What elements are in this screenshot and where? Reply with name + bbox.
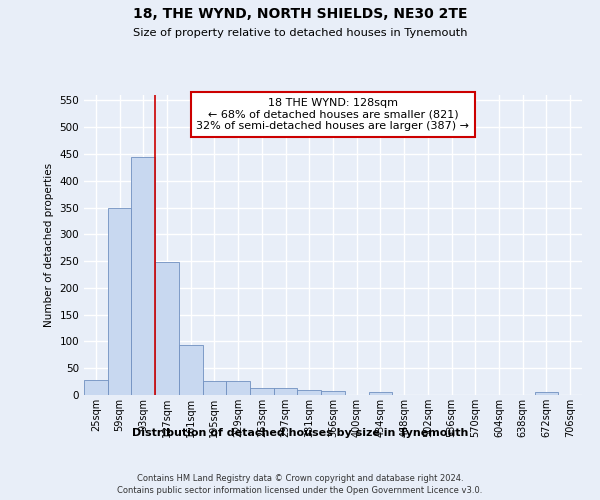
Bar	[321, 391, 345, 395]
Bar	[274, 388, 298, 395]
Text: Contains public sector information licensed under the Open Government Licence v3: Contains public sector information licen…	[118, 486, 482, 495]
Bar	[179, 345, 203, 395]
Bar	[108, 208, 131, 395]
Bar	[84, 380, 108, 395]
Bar	[226, 381, 250, 395]
Bar	[155, 262, 179, 395]
Bar	[250, 388, 274, 395]
Text: Distribution of detached houses by size in Tynemouth: Distribution of detached houses by size …	[132, 428, 468, 438]
Text: Size of property relative to detached houses in Tynemouth: Size of property relative to detached ho…	[133, 28, 467, 38]
Text: 18 THE WYND: 128sqm
← 68% of detached houses are smaller (821)
32% of semi-detac: 18 THE WYND: 128sqm ← 68% of detached ho…	[197, 98, 470, 131]
Text: 18, THE WYND, NORTH SHIELDS, NE30 2TE: 18, THE WYND, NORTH SHIELDS, NE30 2TE	[133, 8, 467, 22]
Bar	[298, 390, 321, 395]
Bar	[131, 156, 155, 395]
Bar	[203, 381, 226, 395]
Text: Contains HM Land Registry data © Crown copyright and database right 2024.: Contains HM Land Registry data © Crown c…	[137, 474, 463, 483]
Bar	[535, 392, 558, 395]
Y-axis label: Number of detached properties: Number of detached properties	[44, 163, 54, 327]
Bar	[368, 392, 392, 395]
